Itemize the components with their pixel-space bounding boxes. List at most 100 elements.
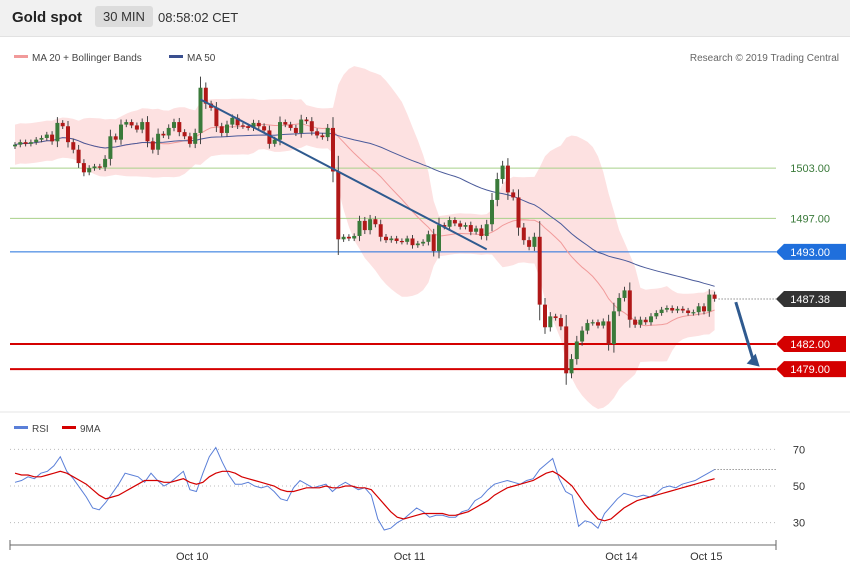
candle-body — [304, 119, 309, 122]
candle-body — [119, 124, 123, 140]
candle-body — [611, 311, 616, 344]
candle — [596, 319, 600, 329]
candle — [299, 114, 304, 138]
candle-body — [182, 132, 187, 137]
candle — [627, 282, 632, 328]
price-legend: MA 20 + Bollinger Bands MA 50 — [14, 53, 216, 64]
candle — [219, 122, 224, 137]
candle — [654, 310, 659, 320]
candle — [664, 305, 669, 313]
candle-body — [712, 294, 717, 299]
level-tag-1482.00 — [776, 336, 846, 352]
x-tick-label: Oct 10 — [176, 551, 208, 563]
rsi-panel: RSI 9MA 30 50 70 — [10, 424, 805, 531]
candle — [198, 76, 203, 145]
price-levels — [10, 167, 776, 371]
candle — [92, 163, 97, 171]
candle — [39, 135, 44, 143]
candle — [384, 234, 388, 243]
candle-body — [44, 134, 49, 138]
candle-body — [262, 126, 267, 131]
candle-body — [278, 122, 282, 140]
candle-body — [484, 224, 489, 236]
candle — [235, 114, 240, 130]
candle — [389, 235, 394, 243]
candle — [256, 120, 261, 130]
candle — [309, 117, 314, 136]
interval-selector[interactable]: 30 MIN — [95, 6, 153, 27]
candle-body — [569, 359, 574, 374]
candle — [288, 121, 293, 131]
candle-body — [458, 223, 463, 227]
level-value-1487.38: 1487.38 — [790, 294, 830, 306]
candle-body — [362, 220, 367, 231]
candle-body — [405, 238, 410, 242]
candle-body — [134, 125, 139, 130]
credit-text: Research © 2019 Trading Central — [690, 53, 839, 64]
candle — [670, 305, 675, 314]
candle-body — [505, 165, 510, 193]
candle-body — [315, 131, 320, 136]
level-value-1479.00: 1479.00 — [790, 364, 830, 376]
candle-body — [394, 238, 399, 241]
candle-body — [638, 319, 643, 325]
candle — [421, 239, 426, 247]
candle-body — [60, 122, 65, 127]
candle-body — [415, 243, 420, 246]
candle — [415, 240, 420, 248]
candle-body — [50, 134, 55, 142]
level-tag-1487.38 — [776, 290, 846, 307]
candle — [357, 215, 362, 242]
candle-body — [124, 122, 129, 125]
candle-body — [675, 308, 680, 311]
candle — [675, 306, 680, 314]
candle — [606, 314, 611, 351]
candle — [87, 165, 92, 176]
candle — [500, 160, 505, 184]
candle — [161, 131, 166, 139]
candle — [527, 236, 532, 251]
candle-body — [633, 319, 638, 325]
level-tag-1493.00 — [776, 243, 846, 260]
moving-averages — [14, 122, 715, 327]
candle-body — [246, 126, 251, 128]
candle-body — [103, 158, 108, 168]
candle — [331, 117, 335, 183]
candle-body — [585, 323, 590, 331]
candle — [548, 312, 553, 332]
candle — [140, 118, 145, 134]
candle — [320, 132, 325, 140]
candle — [410, 235, 415, 249]
ma20-legend-label: MA 20 + Bollinger Bands — [32, 53, 142, 64]
candle-body — [410, 238, 415, 246]
candle — [696, 303, 701, 316]
candle — [225, 120, 229, 137]
candle-body — [283, 122, 288, 125]
chart-header: Gold spot 30 MIN 08:58:02 CET — [0, 0, 850, 37]
candle-body — [553, 316, 558, 319]
candle — [484, 219, 489, 241]
price-panel: 1503.00 1497.00 1493.00 1487.38 1482.00 1479.… — [10, 66, 846, 409]
candle-body — [463, 225, 468, 227]
candle-body — [670, 307, 675, 311]
candle-body — [81, 163, 86, 173]
candle-body — [548, 316, 553, 328]
candle-body — [606, 321, 611, 344]
rsi-legend-swatch — [14, 426, 28, 429]
candle-body — [288, 124, 293, 128]
candle — [150, 137, 155, 154]
candle — [108, 129, 113, 166]
candle-body — [108, 136, 113, 159]
candle-body — [39, 137, 44, 140]
candle — [124, 119, 129, 128]
level-value-1497.00: 1497.00 — [790, 213, 830, 225]
candle-body — [516, 197, 521, 228]
candle — [431, 228, 436, 257]
candle-body — [66, 126, 70, 143]
candle-body — [686, 310, 691, 314]
candle-body — [71, 142, 76, 150]
candle — [60, 120, 65, 130]
candle-body — [172, 122, 176, 128]
candle — [13, 142, 17, 149]
candle-body — [442, 225, 447, 227]
